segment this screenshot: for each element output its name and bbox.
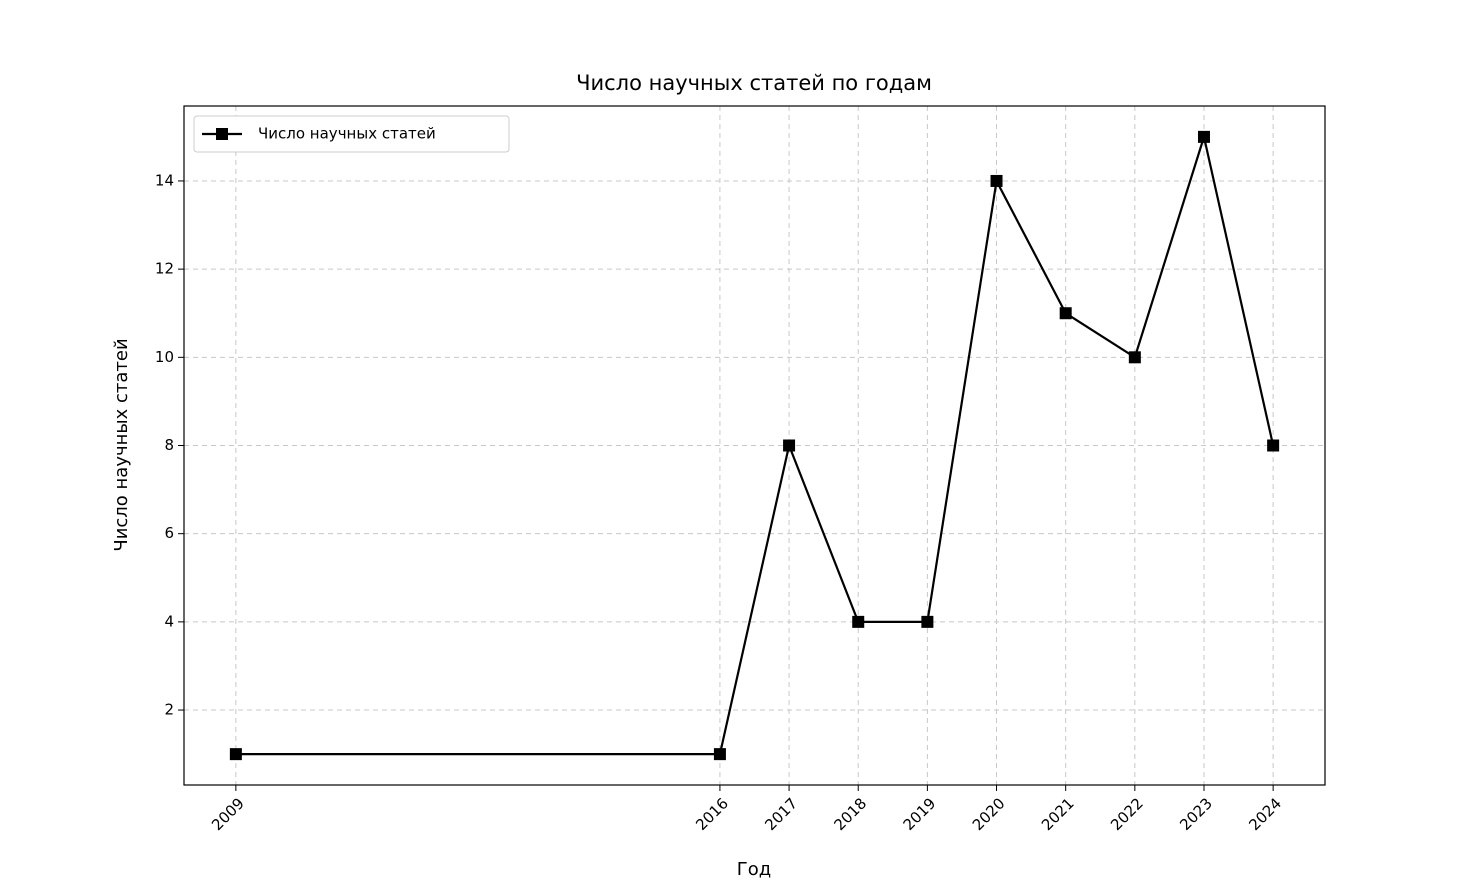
x-tick-label: 2020 bbox=[969, 794, 1009, 834]
data-marker bbox=[1059, 307, 1072, 320]
data-marker bbox=[1267, 439, 1280, 452]
x-tick-label: 2009 bbox=[208, 794, 248, 834]
x-tick-label: 2023 bbox=[1176, 794, 1216, 834]
y-tick-label: 14 bbox=[155, 171, 174, 189]
x-tick-label: 2019 bbox=[900, 794, 940, 834]
data-marker bbox=[1128, 351, 1141, 364]
data-marker bbox=[852, 615, 865, 628]
data-marker bbox=[713, 748, 726, 761]
x-tick-label: 2021 bbox=[1038, 794, 1078, 834]
y-axis-label: Число научных статей bbox=[111, 338, 132, 551]
x-tick-label: 2016 bbox=[692, 794, 732, 834]
legend: Число научных статей bbox=[193, 115, 510, 153]
y-tick-label: 6 bbox=[164, 524, 174, 542]
x-tick-label: 2024 bbox=[1245, 794, 1285, 834]
plot-frame bbox=[183, 105, 1326, 786]
legend-marker bbox=[216, 128, 228, 140]
y-tick-label: 2 bbox=[164, 701, 174, 719]
data-marker bbox=[783, 439, 796, 452]
x-tick-label: 2017 bbox=[761, 794, 801, 834]
data-marker bbox=[1197, 130, 1210, 143]
data-line bbox=[235, 132, 1275, 756]
data-marker bbox=[921, 615, 934, 628]
data-marker bbox=[990, 174, 1003, 187]
x-axis-label: Год bbox=[737, 859, 771, 880]
x-tick-label: 2022 bbox=[1107, 794, 1147, 834]
x-tick-label: 2018 bbox=[831, 794, 871, 834]
y-tick-label: 12 bbox=[155, 260, 174, 278]
data-marker bbox=[229, 748, 242, 761]
y-tick-label: 8 bbox=[164, 436, 174, 454]
chart-title: Число научных статей по годам bbox=[576, 71, 932, 95]
legend-label: Число научных статей bbox=[258, 125, 436, 143]
legend-box bbox=[193, 115, 510, 153]
y-tick-label: 4 bbox=[164, 612, 174, 630]
y-tick-label: 10 bbox=[155, 348, 174, 366]
